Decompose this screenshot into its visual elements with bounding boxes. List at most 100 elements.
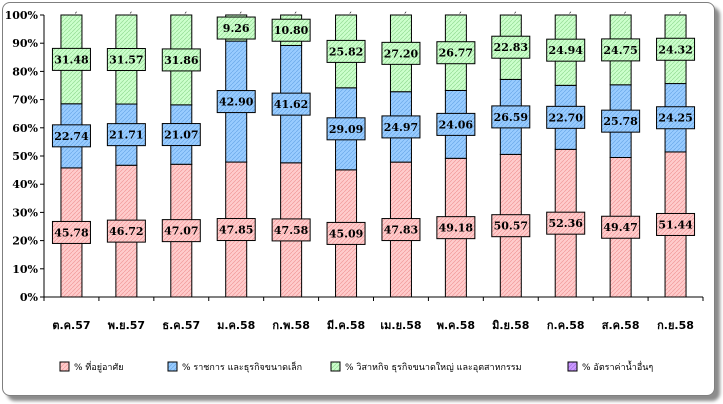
data-label: 46.72 bbox=[109, 225, 143, 238]
legend-swatch bbox=[330, 361, 341, 372]
data-label-box bbox=[326, 221, 366, 245]
data-label: 47.58 bbox=[274, 224, 309, 237]
data-label: 49.47 bbox=[603, 221, 637, 234]
data-labels: 45.78 22.74 31.48 ˊ 46.72 21.71 31.57 ˊ 47.07 21.… bbox=[51, 11, 696, 245]
data-label: 22.70 bbox=[548, 111, 583, 124]
x-tick-label: พ.ค.58 bbox=[437, 319, 475, 332]
data-label-box bbox=[381, 41, 421, 65]
data-label-box bbox=[491, 214, 531, 238]
axes: 0% 10% 20% 30% 40% 50% 60% 70% 80% 90% 100% ต.ค.57 พ… bbox=[5, 9, 704, 332]
data-label: 29.09 bbox=[329, 123, 363, 136]
y-tick-label: 30% bbox=[12, 206, 38, 219]
data-label: 52.36 bbox=[548, 217, 583, 230]
data-label: 24.75 bbox=[603, 44, 637, 57]
data-label-box bbox=[601, 215, 641, 239]
top-marker: ˊ bbox=[293, 11, 298, 22]
x-tick-label: ก.ค.58 bbox=[547, 319, 585, 332]
legend-swatch bbox=[59, 361, 70, 372]
data-label: 47.83 bbox=[384, 224, 418, 237]
data-label: 25.82 bbox=[329, 45, 363, 58]
data-label-box bbox=[51, 124, 91, 148]
data-label: 22.83 bbox=[494, 41, 528, 54]
top-marker: ˊ bbox=[677, 11, 682, 22]
data-label: 9.26 bbox=[223, 22, 250, 35]
data-label-box bbox=[491, 105, 531, 129]
data-label-box bbox=[326, 39, 366, 63]
x-tick-label: ก.พ.58 bbox=[272, 319, 310, 332]
data-label-box bbox=[381, 218, 421, 242]
top-marker: ˊ bbox=[622, 11, 627, 22]
top-marker: ˊ bbox=[567, 11, 572, 22]
data-label-box bbox=[51, 47, 91, 71]
top-marker: ˊ bbox=[348, 11, 353, 22]
data-label: 45.78 bbox=[54, 226, 89, 239]
top-marker: ˊ bbox=[238, 11, 243, 22]
bars bbox=[60, 14, 687, 298]
x-tick-label: มี.ค.58 bbox=[327, 319, 365, 332]
top-marker: ˊ bbox=[73, 11, 78, 22]
data-label-box bbox=[656, 106, 696, 130]
y-tick-label: 50% bbox=[12, 150, 38, 163]
data-label-box bbox=[161, 219, 201, 243]
data-label: 21.71 bbox=[109, 129, 143, 142]
data-label-box bbox=[51, 220, 91, 244]
data-label: 26.59 bbox=[494, 111, 528, 124]
data-label: 47.07 bbox=[164, 225, 198, 238]
data-label: 21.07 bbox=[164, 129, 198, 142]
data-label: 49.18 bbox=[439, 222, 474, 235]
legend-label: % อัตราค่าน้ำอื่นๆ bbox=[582, 360, 653, 373]
x-tick-label: ต.ค.57 bbox=[52, 319, 90, 332]
x-tick-label: ก.ย.58 bbox=[657, 319, 694, 332]
data-label-box bbox=[491, 35, 531, 59]
legend-label: % วิสาหกิจ ธุรกิจขนาดใหญ่ และอุตสาหกรรม bbox=[345, 362, 522, 373]
data-label-box bbox=[546, 38, 586, 62]
data-label-box bbox=[106, 48, 146, 72]
data-label-box bbox=[216, 90, 256, 114]
data-label-box bbox=[546, 211, 586, 235]
data-label-box bbox=[106, 123, 146, 147]
y-tick-label: 40% bbox=[12, 178, 38, 191]
data-label: 24.97 bbox=[384, 121, 418, 134]
x-tick-label: มิ.ย.58 bbox=[492, 319, 529, 332]
x-tick-label: ม.ค.58 bbox=[217, 319, 255, 332]
y-tick-label: 80% bbox=[12, 65, 38, 78]
data-label-box bbox=[326, 117, 366, 141]
y-tick-label: 70% bbox=[12, 94, 38, 107]
data-label: 26.77 bbox=[439, 47, 473, 60]
legend-label: % ที่อยู่อาศัย bbox=[74, 360, 123, 373]
data-label: 42.90 bbox=[219, 96, 254, 109]
x-tick-label: ส.ค.58 bbox=[602, 319, 640, 332]
legend: % ที่อยู่อาศัย % ราชการ และธุรกิจขนาดเล็ก… bbox=[59, 360, 653, 373]
y-tick-label: 60% bbox=[12, 122, 38, 135]
top-marker: ˊ bbox=[458, 11, 463, 22]
data-label-box bbox=[161, 48, 201, 72]
top-marker: ˊ bbox=[183, 11, 188, 22]
top-marker: ˊ bbox=[128, 11, 133, 22]
data-label-box bbox=[161, 123, 201, 147]
data-label: 22.74 bbox=[54, 130, 89, 143]
data-label: 45.09 bbox=[329, 227, 363, 240]
data-label-box bbox=[271, 92, 311, 116]
data-label: 31.57 bbox=[109, 54, 143, 67]
legend-swatch bbox=[167, 361, 178, 372]
data-label: 41.62 bbox=[274, 98, 308, 111]
data-label-box bbox=[546, 105, 586, 129]
x-tick-label: พ.ย.57 bbox=[108, 319, 145, 332]
data-label-box bbox=[656, 37, 696, 61]
data-label-box bbox=[381, 115, 421, 139]
data-label: 10.80 bbox=[274, 24, 309, 37]
data-label: 27.20 bbox=[384, 47, 419, 60]
data-label: 31.48 bbox=[54, 53, 89, 66]
data-label-box bbox=[436, 41, 476, 65]
legend-swatch bbox=[567, 361, 578, 372]
top-marker: ˊ bbox=[403, 11, 408, 22]
top-marker: ˊ bbox=[513, 11, 518, 22]
data-label: 24.32 bbox=[658, 43, 692, 56]
data-label-box bbox=[216, 16, 256, 40]
data-label-box bbox=[216, 218, 256, 242]
data-label-box bbox=[106, 219, 146, 243]
data-label-box bbox=[436, 216, 476, 240]
data-label-box bbox=[656, 212, 696, 236]
y-tick-label: 20% bbox=[12, 235, 38, 248]
